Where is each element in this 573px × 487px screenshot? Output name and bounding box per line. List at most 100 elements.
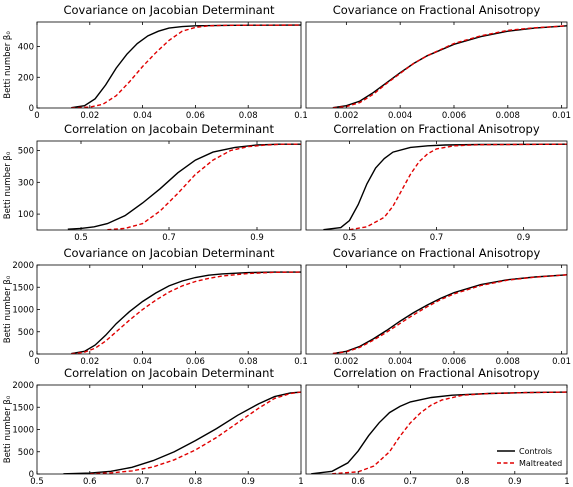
series-line-controls [71, 271, 301, 354]
x-tick-label: 0.6 [83, 477, 97, 487]
series-line-controls [332, 274, 567, 354]
y-axis-label: Betti number β₀ [3, 395, 13, 463]
legend: Controls Maltreated [497, 447, 562, 468]
x-tick-label: 0 [34, 357, 39, 367]
y-tick-label: 1500 [12, 403, 34, 413]
chart-panel-6: Covariance on Fractional Anisotropy 0.002… [305, 246, 571, 367]
chart-panel-2: Covariance on Fractional Anisotropy 0.002… [305, 3, 571, 121]
x-tick-label: 0.9 [517, 233, 531, 243]
legend-label: Maltreated [519, 459, 562, 468]
x-tick-label: 0.02 [80, 357, 99, 367]
series-line-maltreated [332, 391, 567, 474]
x-tick-label: 0.9 [250, 233, 264, 243]
chart-panel-1: Covariance on Jacobian Determinant Betti … [3, 3, 308, 121]
x-tick-label: 0.008 [496, 357, 520, 367]
x-tick-label: 0.02 [80, 111, 99, 121]
y-tick-label: 500 [18, 448, 34, 458]
x-tick-label: 0 [34, 111, 39, 121]
series-line-controls [67, 143, 301, 230]
panel-title: Correlation on Jacobain Determinant [64, 122, 274, 136]
y-tick-label: 2000 [12, 381, 34, 391]
series-line-controls [323, 143, 567, 230]
x-tick-label: 0.006 [442, 111, 466, 121]
y-tick-label: 400 [18, 43, 34, 53]
panel-title: Correlation on Fractional Anisotropy [333, 366, 540, 380]
plot-frame [36, 140, 302, 231]
plot-frame [36, 21, 302, 109]
x-tick-label: 1 [298, 477, 303, 487]
y-tick-label: 200 [18, 73, 34, 83]
x-tick-label: 0.002 [334, 111, 358, 121]
x-tick-label: 0.04 [133, 357, 152, 367]
plot-frame [36, 264, 302, 355]
series-line-controls [63, 391, 301, 474]
y-tick-label: 100 [18, 210, 34, 220]
y-tick-label: 500 [18, 328, 34, 338]
y-tick-label: 0 [29, 470, 34, 480]
x-tick-label: 0.5 [74, 233, 88, 243]
x-tick-label: 0.7 [162, 233, 176, 243]
series-line-maltreated [349, 143, 567, 230]
x-tick-label: 0.06 [186, 111, 205, 121]
panel-title: Covariance on Fractional Anisotropy [333, 246, 541, 260]
series-line-maltreated [332, 274, 567, 354]
panel-title: Correlation on Jacobain Determinant [64, 366, 274, 380]
y-tick-label: 0 [29, 350, 34, 360]
x-tick-label: 0.04 [133, 111, 152, 121]
chart-panel-5: Covariance on Jacobian Determinant Betti … [3, 246, 308, 367]
y-tick-label: 1000 [12, 306, 34, 316]
x-tick-label: 0.004 [388, 357, 412, 367]
panel-title: Covariance on Jacobian Determinant [63, 246, 275, 260]
series-line-controls [311, 391, 567, 474]
x-tick-label: 0.9 [508, 477, 522, 487]
x-tick-label: 0.5 [30, 477, 44, 487]
plot-frame [305, 264, 568, 355]
plot-frame [36, 384, 302, 475]
x-tick-label: 0.7 [404, 477, 418, 487]
series-line-maltreated [332, 25, 567, 108]
series-line-maltreated [89, 391, 301, 474]
chart-panel-8: Correlation on Fractional Anisotropy 0.6 0… [305, 366, 570, 487]
x-tick-label: 0.1 [294, 357, 308, 367]
chart-panel-3: Correlation on Jacobain Determinant Betti… [3, 122, 302, 243]
x-tick-label: 0.1 [294, 111, 308, 121]
plot-frame [305, 21, 568, 109]
x-tick-label: 0.008 [496, 111, 520, 121]
y-axis-label: Betti number β₀ [3, 151, 13, 219]
series-line-controls [332, 25, 567, 108]
x-tick-label: 0.7 [136, 477, 150, 487]
y-tick-label: 1000 [12, 426, 34, 436]
x-tick-label: 0.9 [241, 477, 255, 487]
x-tick-label: 1 [564, 477, 569, 487]
x-tick-label: 0.006 [442, 357, 466, 367]
plot-frame [305, 140, 568, 231]
x-tick-label: 0.08 [239, 357, 258, 367]
x-tick-label: 0.8 [456, 477, 470, 487]
panel-title: Covariance on Jacobian Determinant [63, 3, 275, 17]
x-tick-label: 0.7 [430, 233, 444, 243]
y-tick-label: 300 [18, 178, 34, 188]
series-line-maltreated [71, 24, 301, 108]
x-tick-label: 0.8 [189, 477, 203, 487]
x-tick-label: 0.6 [351, 477, 365, 487]
x-tick-label: 0.06 [186, 357, 205, 367]
plot-frame [305, 384, 568, 475]
x-tick-label: 0.004 [388, 111, 412, 121]
x-tick-label: 0.01 [552, 111, 571, 121]
x-tick-label: 0.01 [552, 357, 571, 367]
y-tick-label: 2000 [12, 261, 34, 271]
legend-label: Controls [519, 447, 552, 456]
series-line-maltreated [107, 143, 301, 230]
x-tick-label: 0.08 [239, 111, 258, 121]
y-tick-label: 1500 [12, 283, 34, 293]
panel-title: Correlation on Fractional Anisotropy [333, 122, 540, 136]
series-line-maltreated [71, 271, 301, 354]
x-tick-label: 0.5 [343, 233, 357, 243]
y-axis-label: Betti number β₀ [3, 275, 13, 343]
y-axis-label: Betti number β₀ [3, 31, 13, 99]
y-tick-label: 0 [29, 104, 34, 114]
chart-panel-4: Correlation on Fractional Anisotropy 0.5 0… [305, 122, 568, 243]
chart-panel-7: Correlation on Jacobain Determinant Betti… [3, 366, 304, 487]
y-tick-label: 500 [18, 147, 34, 157]
